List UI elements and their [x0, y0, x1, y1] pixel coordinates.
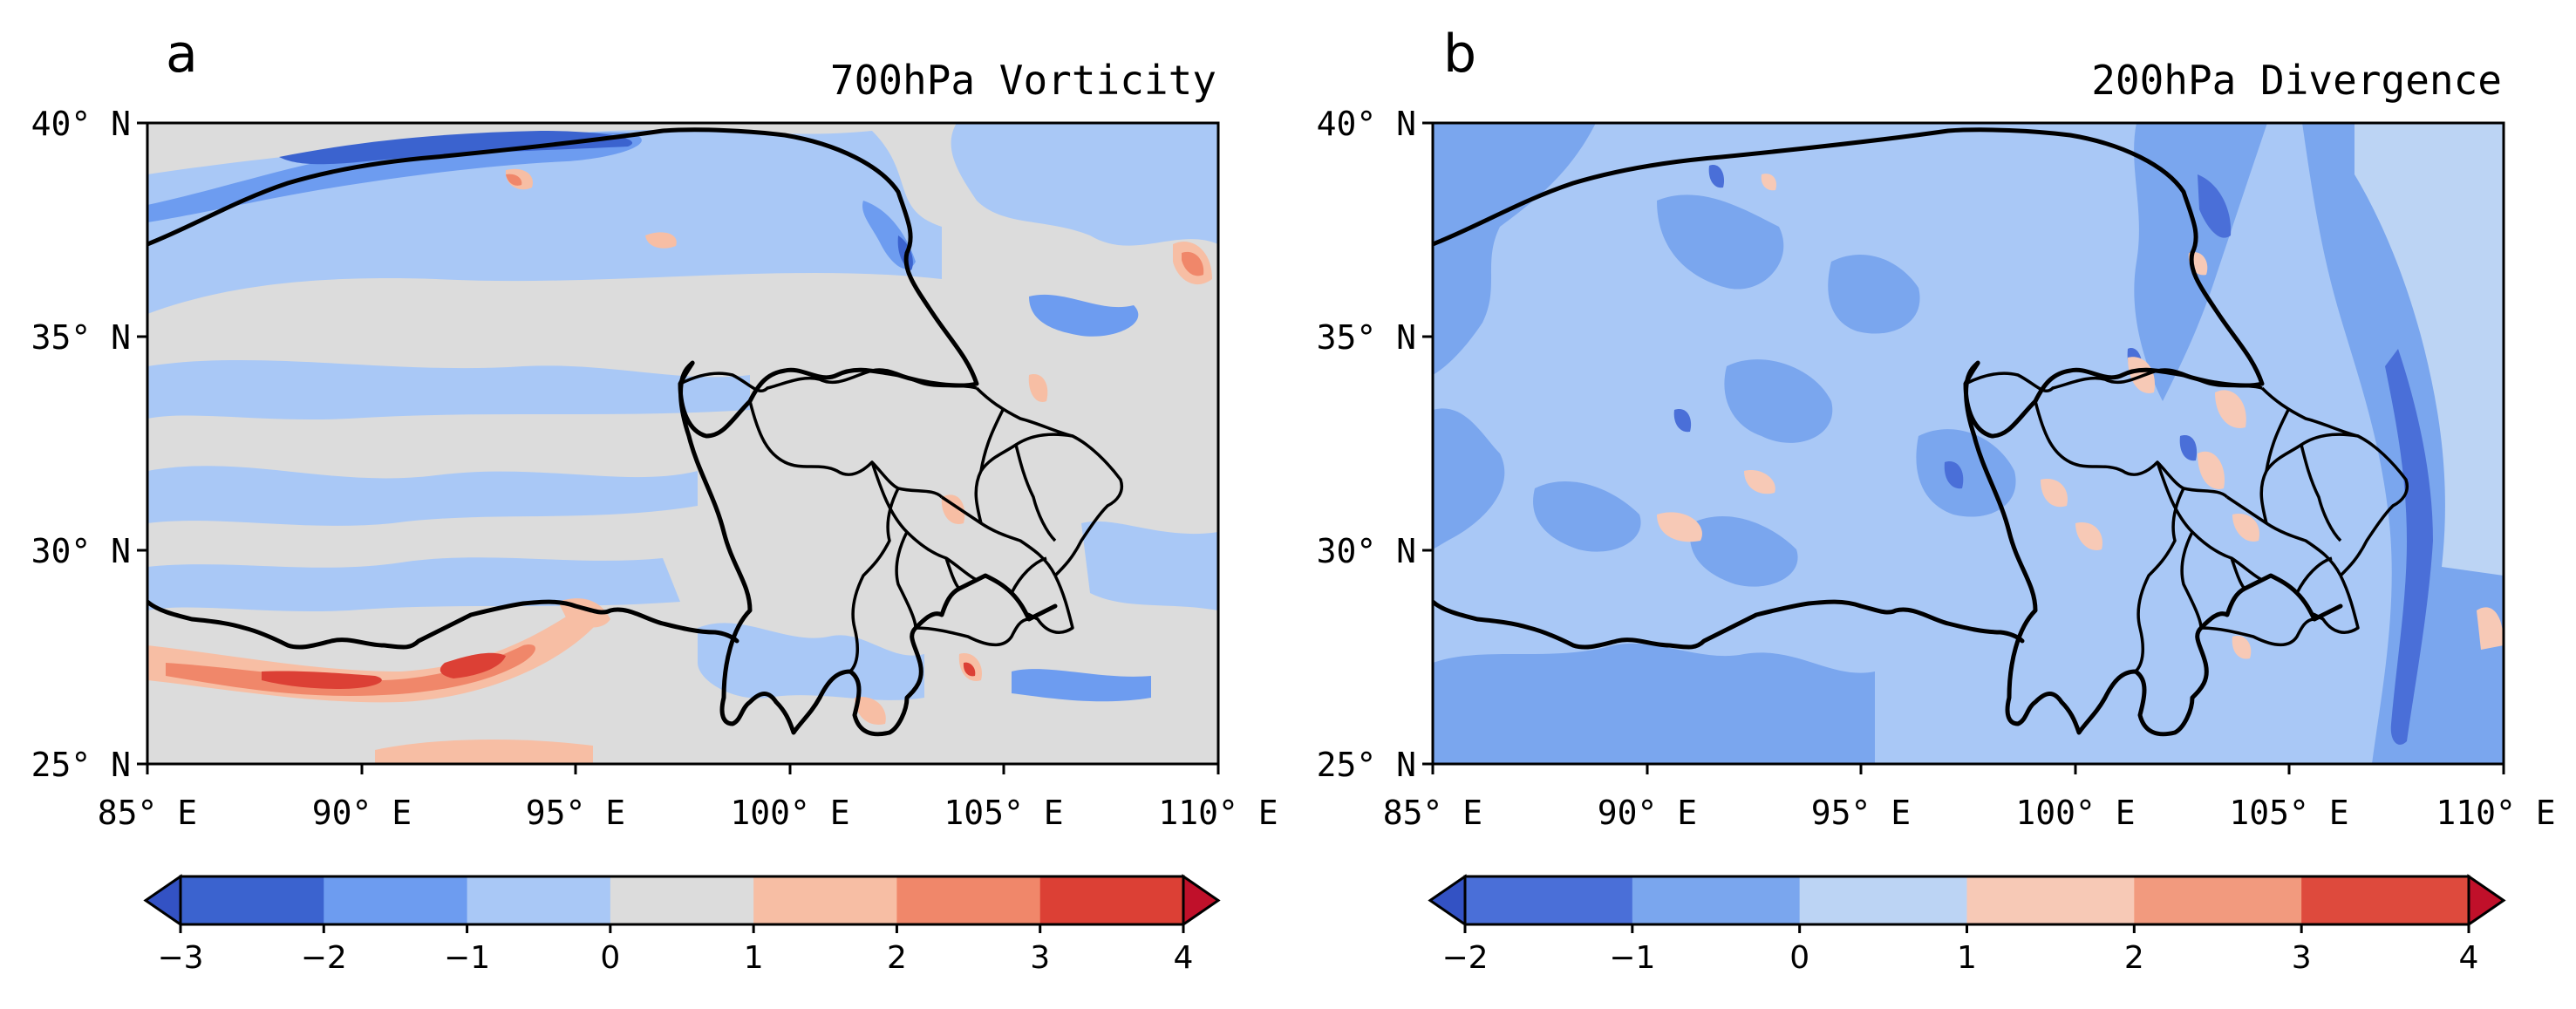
panel-b-xtick-2: 95° E	[1811, 794, 1911, 832]
panel-b-colorbar-label: 0	[1789, 940, 1809, 976]
panel-a-colorbar-segment	[324, 876, 468, 924]
panel-a-colorbar-label: 4	[1174, 940, 1194, 976]
panel-b-colorbar-segment	[1966, 876, 2135, 924]
panel-b-colorbar-segment	[1465, 876, 1633, 924]
panel-a: a 700hPa Vorticity	[31, 24, 1278, 976]
panel-a-colorbar: −3 −2 −1 0 1 2 3 4	[143, 874, 1221, 976]
panel-b-colorbar-label: −1	[1609, 940, 1655, 976]
panel-a-xtick-1: 90° E	[312, 794, 412, 832]
panel-a-colorbar-label: −1	[444, 940, 490, 976]
panel-b-contours	[1433, 123, 2504, 764]
panel-b-colorbar-label: 3	[2292, 940, 2312, 976]
panel-b-title: 200hPa Divergence	[2091, 57, 2502, 104]
panel-b-xtick-1: 90° E	[1598, 794, 1697, 832]
panel-a-xtick-0: 85° E	[98, 794, 197, 832]
panel-a-colorbar-segment	[896, 876, 1041, 924]
panel-b-colorbar-segment	[1799, 876, 1967, 924]
panel-b-colorbar-segment	[2301, 876, 2470, 924]
panel-a-ytick-2: 30° N	[31, 532, 131, 570]
panel-a-colorbar-segment	[753, 876, 897, 924]
panel-a-xtick-5: 110° E	[1158, 794, 1278, 832]
panel-a-colorbar-label: 2	[887, 940, 907, 976]
panel-b-ytick-3: 25° N	[1317, 746, 1416, 784]
panel-b-ytick-2: 30° N	[1317, 532, 1416, 570]
panel-a-colorbar-segment	[1039, 876, 1184, 924]
panel-a-colorbar-segment	[467, 876, 611, 924]
panel-b-colorbar: −2 −1 0 1 2 3 4	[1428, 874, 2506, 976]
panel-b-axes: 85° E 90° E 95° E 100° E 105° E 110° E 4…	[1317, 105, 2556, 832]
panel-a-colorbar-under-arrow	[143, 874, 182, 927]
panel-b-colorbar-segment	[1632, 876, 1801, 924]
panel-a-map	[147, 123, 1218, 764]
panel-b-xtick-5: 110° E	[2436, 794, 2555, 832]
panel-b-xtick-0: 85° E	[1383, 794, 1482, 832]
panel-b-colorbar-over-arrow	[2467, 874, 2506, 927]
panel-a-ytick-1: 35° N	[31, 318, 131, 357]
panel-a-colorbar-label: −2	[301, 940, 347, 976]
panel-a-axes: 85° E 90° E 95° E 100° E 105° E 110° E 4…	[31, 105, 1278, 832]
panel-a-colorbar-segment	[181, 876, 324, 924]
panel-a-colorbar-over-arrow	[1182, 874, 1221, 927]
panel-a-letter: a	[166, 24, 198, 85]
panel-a-xtick-4: 105° E	[944, 794, 1063, 832]
panel-b-colorbar-label: −2	[1441, 940, 1488, 976]
panel-b-letter: b	[1443, 24, 1476, 85]
panel-b-ytick-0: 40° N	[1317, 105, 1416, 143]
panel-a-colorbar-label: 3	[1030, 940, 1050, 976]
panel-b-xtick-4: 105° E	[2229, 794, 2348, 832]
panel-b-colorbar-segment	[2134, 876, 2302, 924]
panel-a-ytick-0: 40° N	[31, 105, 131, 143]
panel-a-colorbar-segment	[610, 876, 754, 924]
panel-a-colorbar-frame	[179, 875, 1185, 926]
panel-b-ytick-1: 35° N	[1317, 318, 1416, 357]
panel-a-colorbar-label: 1	[744, 940, 764, 976]
panel-b-colorbar-label: 1	[1957, 940, 1977, 976]
panel-b-frame	[1431, 121, 2505, 766]
panel-a-xtick-2: 95° E	[526, 794, 625, 832]
panel-a-ytick-3: 25° N	[31, 746, 131, 784]
panel-b: b 200hPa Divergence	[1317, 24, 2556, 976]
panel-a-xtick-3: 100° E	[730, 794, 849, 832]
panel-a-contours	[147, 123, 1218, 764]
panel-b-map	[1433, 123, 2504, 764]
panel-b-xtick-3: 100° E	[2015, 794, 2135, 832]
panel-b-colorbar-label: 4	[2459, 940, 2479, 976]
panel-a-colorbar-label: 0	[600, 940, 620, 976]
panel-a-boundary	[147, 127, 1123, 737]
panel-a-colorbar-label: −3	[157, 940, 203, 976]
panel-a-frame	[146, 121, 1220, 766]
panel-b-colorbar-label: 2	[2124, 940, 2144, 976]
panel-b-boundary	[1433, 127, 2409, 737]
panel-b-colorbar-under-arrow	[1428, 874, 1467, 927]
panel-a-title: 700hPa Vorticity	[830, 57, 1216, 104]
